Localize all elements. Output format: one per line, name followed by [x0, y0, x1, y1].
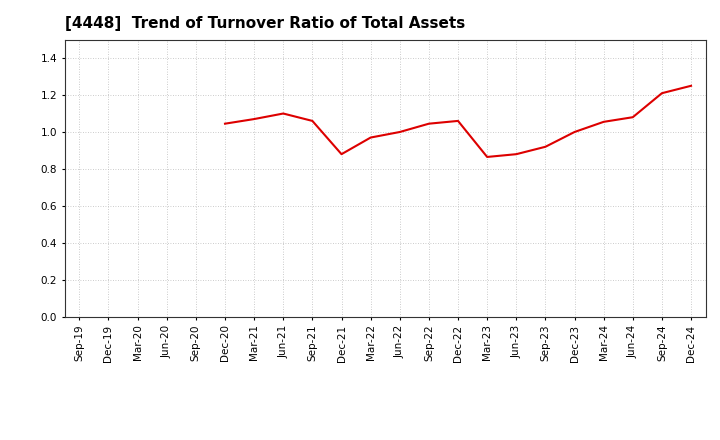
Text: [4448]  Trend of Turnover Ratio of Total Assets: [4448] Trend of Turnover Ratio of Total …	[65, 16, 465, 32]
